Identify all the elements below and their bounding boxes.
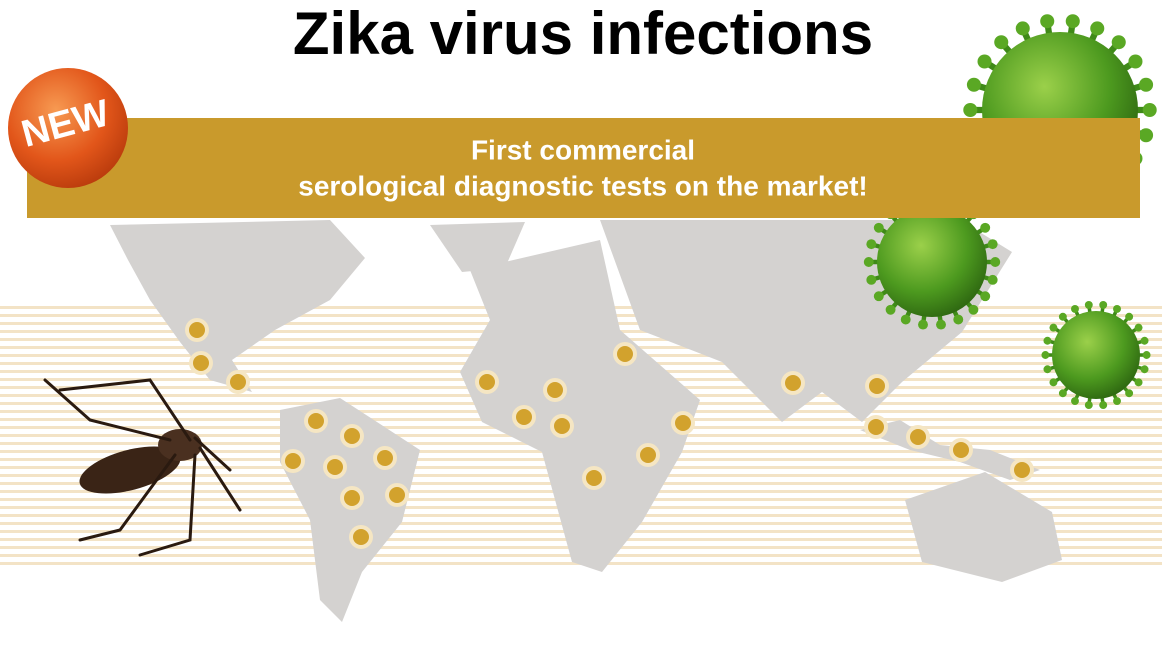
virus-knob [874, 291, 884, 301]
virus-knob [1059, 389, 1067, 397]
virus-knob [1139, 78, 1153, 92]
dot [547, 382, 563, 398]
dot [586, 470, 602, 486]
virus-knob [936, 320, 946, 330]
banner-line: serological diagnostic tests on the mark… [298, 170, 867, 201]
virus-knob [1043, 337, 1051, 345]
virus-knob [1141, 337, 1149, 345]
dot [479, 374, 495, 390]
page: First commercial serological diagnostic … [0, 0, 1162, 651]
dot [554, 418, 570, 434]
virus-knob [963, 103, 977, 117]
virus-knob [978, 54, 992, 68]
virus-knob [988, 275, 998, 285]
virus-knob [864, 257, 874, 267]
virus-knob [1139, 128, 1153, 142]
virus-knob [1040, 14, 1054, 28]
dot [389, 487, 405, 503]
dot [640, 447, 656, 463]
new-badge: NEW [8, 68, 128, 188]
virus-knob [1066, 14, 1080, 28]
dot [353, 529, 369, 545]
virus-knob [1016, 21, 1030, 35]
virus-knob [1085, 301, 1093, 309]
virus-core [877, 207, 987, 317]
virus-knob [1085, 401, 1093, 409]
dot [785, 375, 801, 391]
virus-knob [866, 239, 876, 249]
virus-knob [1043, 365, 1051, 373]
virus-knob [1128, 54, 1142, 68]
dot [910, 429, 926, 445]
virus-knob [1059, 313, 1067, 321]
virus-knob [1041, 351, 1049, 359]
virus-knob [1090, 21, 1104, 35]
banner [27, 118, 1140, 218]
virus-knob [1113, 397, 1121, 405]
dot [377, 450, 393, 466]
virus-knob [967, 78, 981, 92]
virus-knob [1125, 313, 1133, 321]
dot [516, 409, 532, 425]
dot [953, 442, 969, 458]
virus-knob [953, 315, 963, 325]
virus-knob [1071, 397, 1079, 405]
virus-knob [1143, 103, 1157, 117]
virus-knob [1049, 378, 1057, 386]
virus-knob [980, 291, 990, 301]
dot [327, 459, 343, 475]
dot [189, 322, 205, 338]
virus-knob [1099, 301, 1107, 309]
virus-knob [1112, 35, 1126, 49]
title: Zika virus infections [293, 0, 873, 67]
virus-knob [1143, 351, 1151, 359]
dot [285, 453, 301, 469]
dot [230, 374, 246, 390]
virus-knob [990, 257, 1000, 267]
dot [344, 428, 360, 444]
virus-knob [1071, 305, 1079, 313]
poster: First commercial serological diagnostic … [0, 0, 1162, 651]
virus-knob [988, 239, 998, 249]
virus-knob [874, 223, 884, 233]
virus-knob [1141, 365, 1149, 373]
virus-knob [1049, 324, 1057, 332]
virus-knob [918, 320, 928, 330]
dot [193, 355, 209, 371]
virus-knob [968, 305, 978, 315]
virus-knob [1113, 305, 1121, 313]
dot [308, 413, 324, 429]
virus-knob [886, 305, 896, 315]
dot [675, 415, 691, 431]
virus-knob [994, 35, 1008, 49]
dot [344, 490, 360, 506]
virus-knob [1135, 324, 1143, 332]
virus-knob [1125, 389, 1133, 397]
dot [868, 419, 884, 435]
virus-knob [980, 223, 990, 233]
virus-knob [866, 275, 876, 285]
virus-knob [1099, 401, 1107, 409]
dot [1014, 462, 1030, 478]
banner-line: First commercial [471, 134, 695, 165]
dot [617, 346, 633, 362]
dot [869, 378, 885, 394]
virus-knob [901, 315, 911, 325]
virus-knob [1135, 378, 1143, 386]
virus-core [1052, 311, 1140, 399]
